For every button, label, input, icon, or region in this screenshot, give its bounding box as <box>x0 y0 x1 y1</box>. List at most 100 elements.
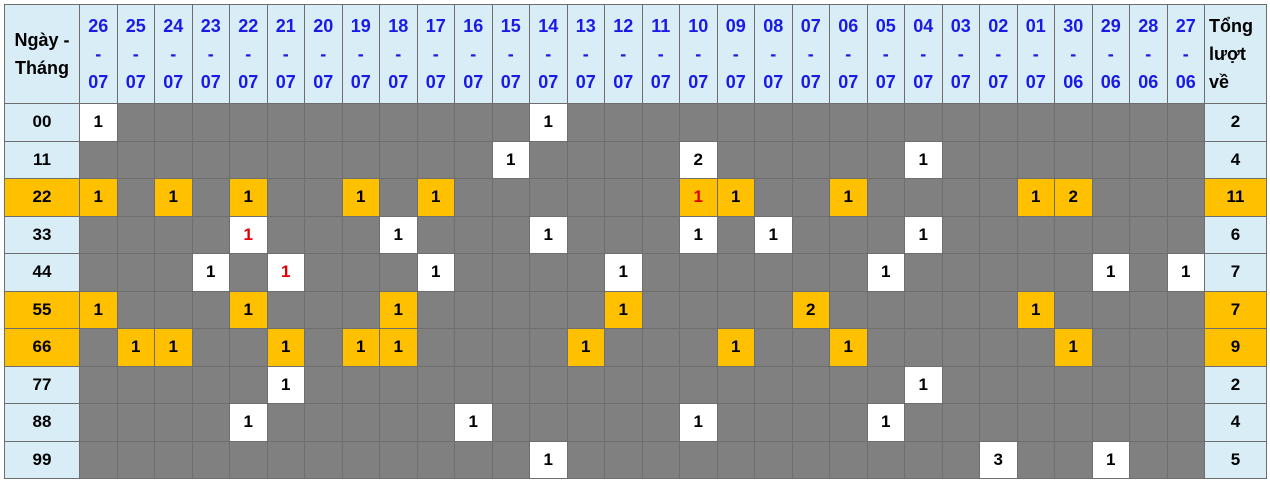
date-header: 06 - 07 <box>829 4 868 104</box>
empty-cell <box>679 365 718 404</box>
date-header: 19 - 07 <box>341 4 380 104</box>
empty-cell <box>491 403 530 442</box>
empty-cell <box>1129 290 1168 329</box>
empty-cell <box>491 103 530 142</box>
date-header: 10 - 07 <box>679 4 718 104</box>
empty-cell <box>454 440 493 479</box>
empty-cell <box>716 290 755 329</box>
empty-cell <box>266 103 305 142</box>
date-header: 15 - 07 <box>491 4 530 104</box>
empty-cell <box>1129 365 1168 404</box>
empty-cell <box>979 365 1018 404</box>
empty-cell <box>416 215 455 254</box>
date-month: 07 <box>575 72 596 92</box>
empty-cell <box>566 403 605 442</box>
date-separator: - <box>957 44 964 64</box>
date-day: 10 <box>688 16 709 36</box>
date-separator: - <box>657 44 664 64</box>
date-day: 08 <box>763 16 784 36</box>
empty-cell <box>604 440 643 479</box>
empty-cell <box>791 328 830 367</box>
empty-cell <box>191 328 230 367</box>
empty-cell <box>679 440 718 479</box>
date-separator: - <box>170 44 177 64</box>
empty-cell <box>1091 328 1130 367</box>
empty-cell <box>116 178 155 217</box>
date-day: 27 <box>1175 16 1196 36</box>
empty-cell <box>1016 215 1055 254</box>
date-separator: - <box>95 44 102 64</box>
hit-cell: 1 <box>416 178 455 217</box>
table-row: 88 1 1 1 1 4 <box>4 403 1267 442</box>
empty-cell <box>641 140 680 179</box>
hit-cell: 1 <box>229 215 268 254</box>
date-separator: - <box>132 44 139 64</box>
hit-cell: 1 <box>379 328 418 367</box>
empty-cell <box>191 178 230 217</box>
empty-cell <box>266 290 305 329</box>
empty-cell <box>529 253 568 292</box>
date-header: 07 - 07 <box>791 4 830 104</box>
empty-cell <box>1016 253 1055 292</box>
empty-cell <box>941 440 980 479</box>
empty-cell <box>679 290 718 329</box>
empty-cell <box>1129 440 1168 479</box>
date-month: 06 <box>1138 72 1159 92</box>
empty-cell <box>154 103 193 142</box>
date-day: 07 <box>800 16 821 36</box>
hit-cell: 1 <box>1166 253 1205 292</box>
empty-cell <box>829 215 868 254</box>
empty-cell <box>679 253 718 292</box>
empty-cell <box>116 140 155 179</box>
empty-cell <box>829 103 868 142</box>
date-header: 28 - 06 <box>1129 4 1168 104</box>
empty-cell <box>304 403 343 442</box>
empty-cell <box>379 140 418 179</box>
empty-cell <box>641 178 680 217</box>
empty-cell <box>904 178 943 217</box>
empty-cell <box>304 328 343 367</box>
empty-cell <box>454 103 493 142</box>
empty-cell <box>754 253 793 292</box>
hit-cell: 1 <box>529 440 568 479</box>
date-day: 22 <box>238 16 259 36</box>
date-header: 30 - 06 <box>1054 4 1093 104</box>
date-month: 07 <box>913 72 934 92</box>
date-separator: - <box>582 44 589 64</box>
hit-cell: 1 <box>229 178 268 217</box>
date-separator: - <box>395 44 402 64</box>
empty-cell <box>829 140 868 179</box>
date-month: 07 <box>988 72 1009 92</box>
row-total: 5 <box>1204 440 1267 479</box>
empty-cell <box>416 328 455 367</box>
hit-cell: 1 <box>604 253 643 292</box>
empty-cell <box>1054 103 1093 142</box>
empty-cell <box>229 140 268 179</box>
empty-cell <box>1129 403 1168 442</box>
empty-cell <box>941 178 980 217</box>
date-day: 12 <box>613 16 634 36</box>
table-row: 00 1 1 2 <box>4 103 1267 142</box>
empty-cell <box>454 290 493 329</box>
empty-cell <box>791 253 830 292</box>
hit-cell: 1 <box>154 328 193 367</box>
empty-cell <box>341 290 380 329</box>
empty-cell <box>454 178 493 217</box>
hit-cell: 1 <box>529 215 568 254</box>
empty-cell <box>154 253 193 292</box>
empty-cell <box>341 403 380 442</box>
empty-cell <box>604 403 643 442</box>
empty-cell <box>416 365 455 404</box>
empty-cell <box>229 328 268 367</box>
empty-cell <box>716 140 755 179</box>
date-separator: - <box>432 44 439 64</box>
empty-cell <box>304 103 343 142</box>
date-month: 07 <box>425 72 446 92</box>
row-number: 88 <box>4 403 80 442</box>
row-total: 2 <box>1204 365 1267 404</box>
empty-cell <box>566 103 605 142</box>
date-month: 07 <box>1025 72 1046 92</box>
date-month: 06 <box>1175 72 1196 92</box>
empty-cell <box>1129 328 1168 367</box>
table-row: 22 1 1 1 1 1 1 1 1 1 2 11 <box>4 178 1267 217</box>
